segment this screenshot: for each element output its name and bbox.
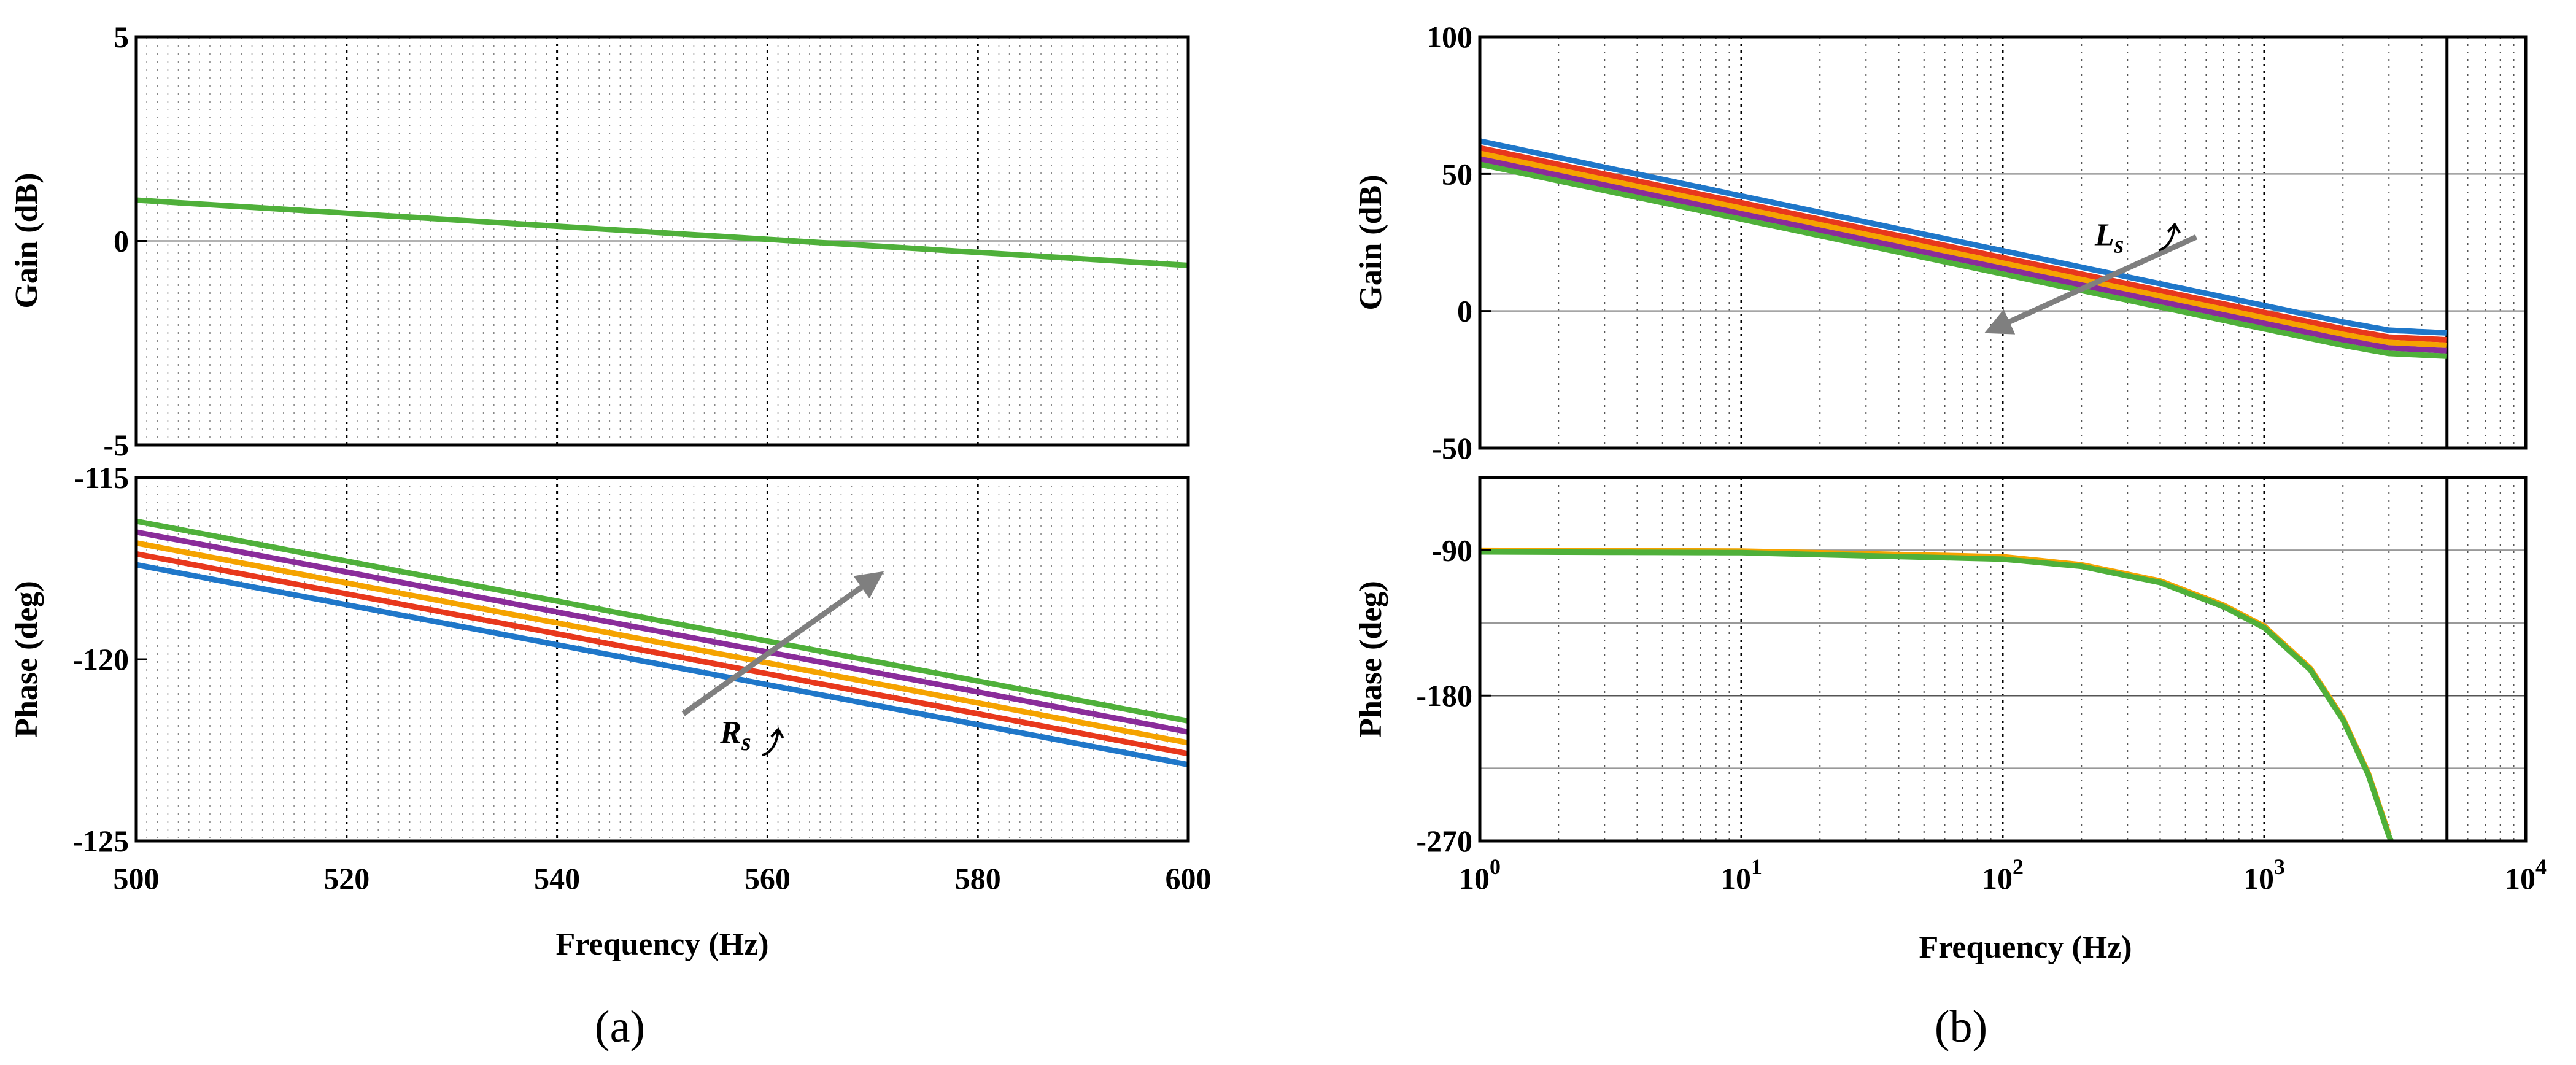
increase-hook-icon xyxy=(762,727,784,757)
y-tick-label: 100 xyxy=(1426,20,1472,54)
ls-label-sub: s xyxy=(2114,230,2124,258)
rs-arrow xyxy=(681,571,884,716)
rs-label: Rs xyxy=(719,715,751,756)
ls-label: Ls xyxy=(2094,217,2124,258)
y-tick-label: 0 xyxy=(114,224,129,258)
ls-label-main: L xyxy=(2094,217,2114,252)
panel-a-gain-axes: -5 0 5 xyxy=(103,20,1190,462)
series-line-rs2 xyxy=(136,551,1188,757)
y-tick-label: -270 xyxy=(1416,824,1472,858)
series-line-ls5 xyxy=(1480,549,2394,841)
x-tick-label: 560 xyxy=(745,861,791,896)
x-tick-label: 100 xyxy=(1459,854,1501,896)
series-line-rs4 xyxy=(136,529,1188,735)
panel-b-gain-axes: -50 0 50 100 xyxy=(1426,20,2528,465)
y-tick-label: -180 xyxy=(1416,678,1472,713)
panel-b-phase-axes: -270 -180 -90 100 101 102 103 104 xyxy=(1416,476,2547,896)
panel-b-xlabel: Frequency (Hz) xyxy=(1919,930,2132,965)
ls-arrow xyxy=(1984,234,2198,335)
x-tick-label: 101 xyxy=(1720,854,1762,896)
panel-b-phase-ylabel: Phase (deg) xyxy=(1353,581,1388,738)
series-line-ls2 xyxy=(1480,145,2448,343)
series-line-rs1 xyxy=(136,562,1188,768)
x-tick-label: 540 xyxy=(534,861,580,896)
y-tick-label: -5 xyxy=(103,428,129,462)
grid xyxy=(136,37,1188,445)
panel-a-phase-axes: -125 -120 -115 500 520 540 560 580 600 xyxy=(72,460,1211,896)
y-tick-label: 0 xyxy=(1457,294,1472,328)
plot-frame xyxy=(134,35,1190,447)
y-tick-label: -120 xyxy=(72,642,129,676)
panel-b-ls-annotation: Ls xyxy=(1984,217,2198,335)
tick-labels: -125 -120 -115 500 520 540 560 580 600 xyxy=(72,460,1211,896)
panel-a-rs-annotation: Rs xyxy=(681,571,884,757)
x-tick-label: 600 xyxy=(1166,861,1212,896)
panel-b-caption: (b) xyxy=(1935,1002,1987,1052)
series-group xyxy=(136,518,1188,768)
plot-frame xyxy=(134,476,1190,843)
series-line-ls1 xyxy=(1480,138,2448,336)
series-line-ls5 xyxy=(1480,161,2448,359)
x-tick-label: 102 xyxy=(1982,854,2024,896)
grid xyxy=(1479,37,2526,448)
tick-labels: -270 -180 -90 100 101 102 103 104 xyxy=(1416,533,2547,896)
grid xyxy=(146,478,1178,841)
y-tick-label: 50 xyxy=(1442,157,1472,191)
y-tick-label: -50 xyxy=(1431,431,1472,465)
series-line-ls3 xyxy=(1480,150,2448,348)
plot-frame xyxy=(1478,476,2528,843)
x-tick-label: 520 xyxy=(323,861,369,896)
x-tick-label: 104 xyxy=(2505,854,2547,896)
rs-label-main: R xyxy=(719,715,741,750)
panel-a-phase-ylabel: Phase (deg) xyxy=(9,581,44,738)
series-line-gain xyxy=(136,197,1188,268)
y-tick-label: -125 xyxy=(72,824,129,858)
series-group xyxy=(136,197,1188,268)
y-tick-label: 5 xyxy=(114,20,129,54)
y-tick-label: -90 xyxy=(1431,533,1472,567)
panel-a-gain-ylabel: Gain (dB) xyxy=(9,172,44,308)
grid xyxy=(1479,478,2526,841)
rs-label-sub: s xyxy=(741,728,751,756)
panel-a-xlabel: Frequency (Hz) xyxy=(555,927,768,962)
panel-b-gain-ylabel: Gain (dB) xyxy=(1353,174,1388,310)
series-group xyxy=(1480,547,2394,841)
plot-frame xyxy=(1478,35,2528,450)
panel-a-caption: (a) xyxy=(595,1002,645,1052)
tick-labels: -5 0 5 xyxy=(103,20,147,462)
series-line-ls4 xyxy=(1480,156,2447,354)
x-tick-label: 580 xyxy=(955,861,1001,896)
y-tick-label: -115 xyxy=(74,460,129,495)
series-line-rs5 xyxy=(136,518,1188,724)
series-group xyxy=(1480,138,2448,359)
x-tick-label: 500 xyxy=(114,861,160,896)
tick-labels: -50 0 50 100 xyxy=(1426,20,1491,465)
series-line-rs3 xyxy=(136,540,1188,746)
x-tick-label: 103 xyxy=(2243,854,2285,896)
increase-hook-icon xyxy=(2158,222,2181,252)
